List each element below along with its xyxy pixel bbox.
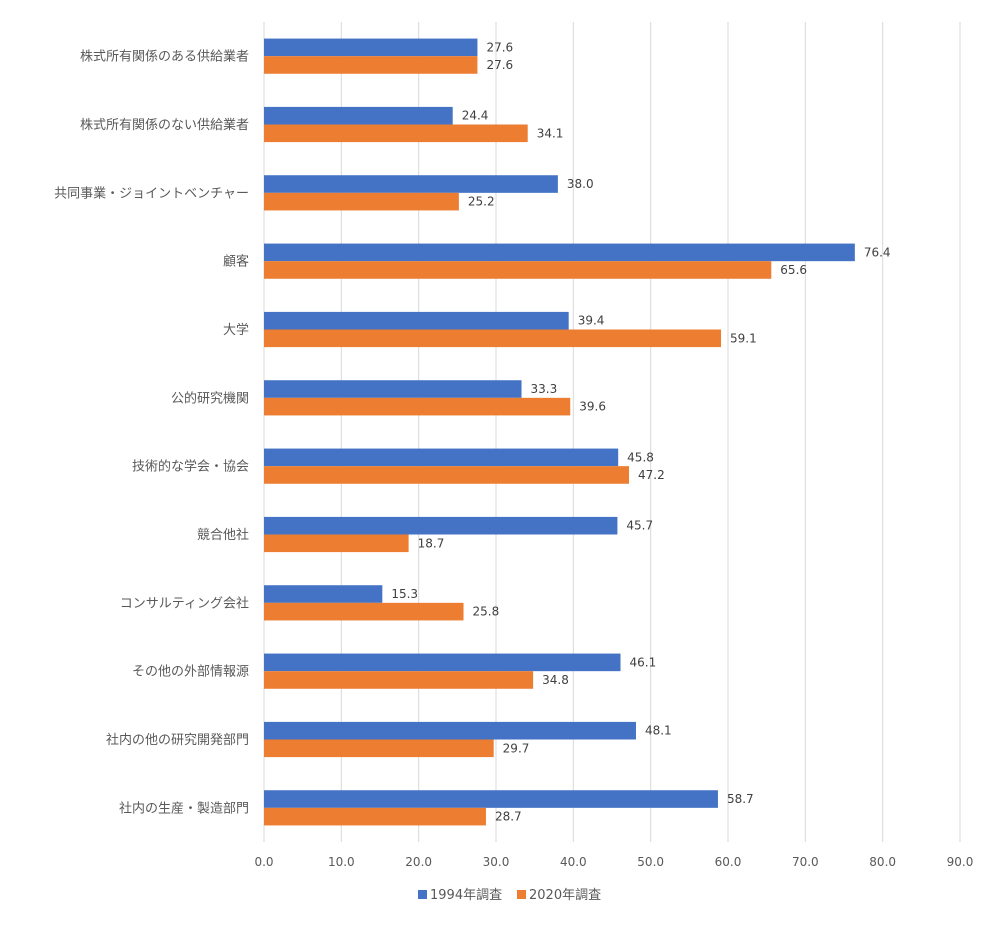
bar-2020 xyxy=(264,56,478,74)
data-label: 27.6 xyxy=(486,58,513,72)
bar-2020 xyxy=(264,397,571,416)
x-tick-label: 80.0 xyxy=(869,855,896,869)
bar-2020 xyxy=(264,192,459,211)
bar-2020 xyxy=(264,261,772,279)
data-label: 24.4 xyxy=(462,109,489,123)
category-label: その他の外部情報源 xyxy=(132,665,249,680)
data-label: 45.7 xyxy=(626,519,653,533)
bar-1994 xyxy=(264,790,718,808)
category-label: 顧客 xyxy=(223,254,249,270)
category-label: 株式所有関係のない供給業者 xyxy=(80,117,249,133)
bar-2020 xyxy=(264,466,630,484)
x-tick-label: 90.0 xyxy=(947,855,974,869)
data-labels: 27.6 27.6 24.4 34.1 38.0 25.2 76.4 65.6 39.4 59.1… xyxy=(391,40,890,823)
data-label: 46.1 xyxy=(630,655,657,669)
x-tick-label: 70.0 xyxy=(792,855,819,869)
data-label: 25.2 xyxy=(468,195,495,209)
data-label: 76.4 xyxy=(864,245,891,259)
bar-1994 xyxy=(264,721,636,740)
x-tick-label: 10.0 xyxy=(328,855,355,869)
x-tick-label: 30.0 xyxy=(483,855,510,869)
category-label: 社内の生産・製造部門 xyxy=(119,800,249,816)
category-label: 共同事業・ジョイントベンチャー xyxy=(54,185,249,201)
data-label: 34.8 xyxy=(542,673,569,687)
gridlines xyxy=(263,22,961,842)
legend-label-2020: 2020年調査 xyxy=(529,888,601,903)
category-label: 株式所有関係のある供給業者 xyxy=(80,49,249,65)
bar-2020 xyxy=(264,807,486,826)
data-label: 59.1 xyxy=(730,331,757,345)
bar-1994 xyxy=(264,175,558,193)
data-label: 18.7 xyxy=(418,536,445,550)
bar-1994 xyxy=(264,516,618,535)
data-label: 15.3 xyxy=(391,587,418,601)
data-label: 29.7 xyxy=(503,741,530,755)
data-label: 45.8 xyxy=(627,450,654,464)
data-label: 33.3 xyxy=(531,382,558,396)
category-labels: 株式所有関係のある供給業者株式所有関係のない供給業者共同事業・ジョイントベンチャ… xyxy=(54,49,249,817)
bars xyxy=(264,38,855,826)
data-label: 34.1 xyxy=(537,126,564,140)
bar-1994 xyxy=(264,311,569,330)
data-label: 27.6 xyxy=(486,40,513,54)
x-tick-label: 20.0 xyxy=(405,855,432,869)
bar-2020 xyxy=(264,124,528,143)
bar-1994 xyxy=(264,38,478,57)
data-label: 25.8 xyxy=(473,605,500,619)
category-label: 競合他社 xyxy=(197,527,249,543)
category-label: 大学 xyxy=(223,322,249,338)
bar-1994 xyxy=(264,585,383,603)
bar-1994 xyxy=(264,448,619,467)
data-label: 38.0 xyxy=(567,177,594,191)
legend-swatch-1994 xyxy=(418,890,427,899)
bar-1994 xyxy=(264,243,855,262)
x-tick-label: 50.0 xyxy=(637,855,664,869)
data-label: 39.4 xyxy=(578,314,605,328)
legend-swatch-2020 xyxy=(517,890,526,899)
category-label: 公的研究機関 xyxy=(171,390,249,406)
data-label: 39.6 xyxy=(579,400,606,414)
bar-1994 xyxy=(264,380,522,398)
bar-1994 xyxy=(264,106,453,125)
legend-label-1994: 1994年調査 xyxy=(430,888,502,903)
x-tick-label: 0.0 xyxy=(254,855,273,869)
data-label: 65.6 xyxy=(780,263,807,277)
data-label: 58.7 xyxy=(727,792,754,806)
data-label: 47.2 xyxy=(638,468,665,482)
x-axis-tick-labels: 0.0 10.0 20.0 30.0 40.0 50.0 60.0 70.0 80.0 90.0 xyxy=(254,855,973,869)
x-tick-label: 40.0 xyxy=(560,855,587,869)
legend: 1994年調査 2020年調査 xyxy=(418,888,601,903)
data-label: 48.1 xyxy=(645,724,672,738)
bar-1994 xyxy=(264,653,621,672)
bar-2020 xyxy=(264,534,409,553)
data-label: 28.7 xyxy=(495,810,522,824)
bar-2020 xyxy=(264,739,494,758)
x-tick-label: 60.0 xyxy=(715,855,742,869)
bar-2020 xyxy=(264,329,722,348)
category-label: 社内の他の研究開発部門 xyxy=(106,732,249,748)
category-label: コンサルティング会社 xyxy=(120,595,249,611)
bar-2020 xyxy=(264,671,534,689)
category-label: 技術的な学会・協会 xyxy=(132,459,249,475)
bar-2020 xyxy=(264,602,464,621)
